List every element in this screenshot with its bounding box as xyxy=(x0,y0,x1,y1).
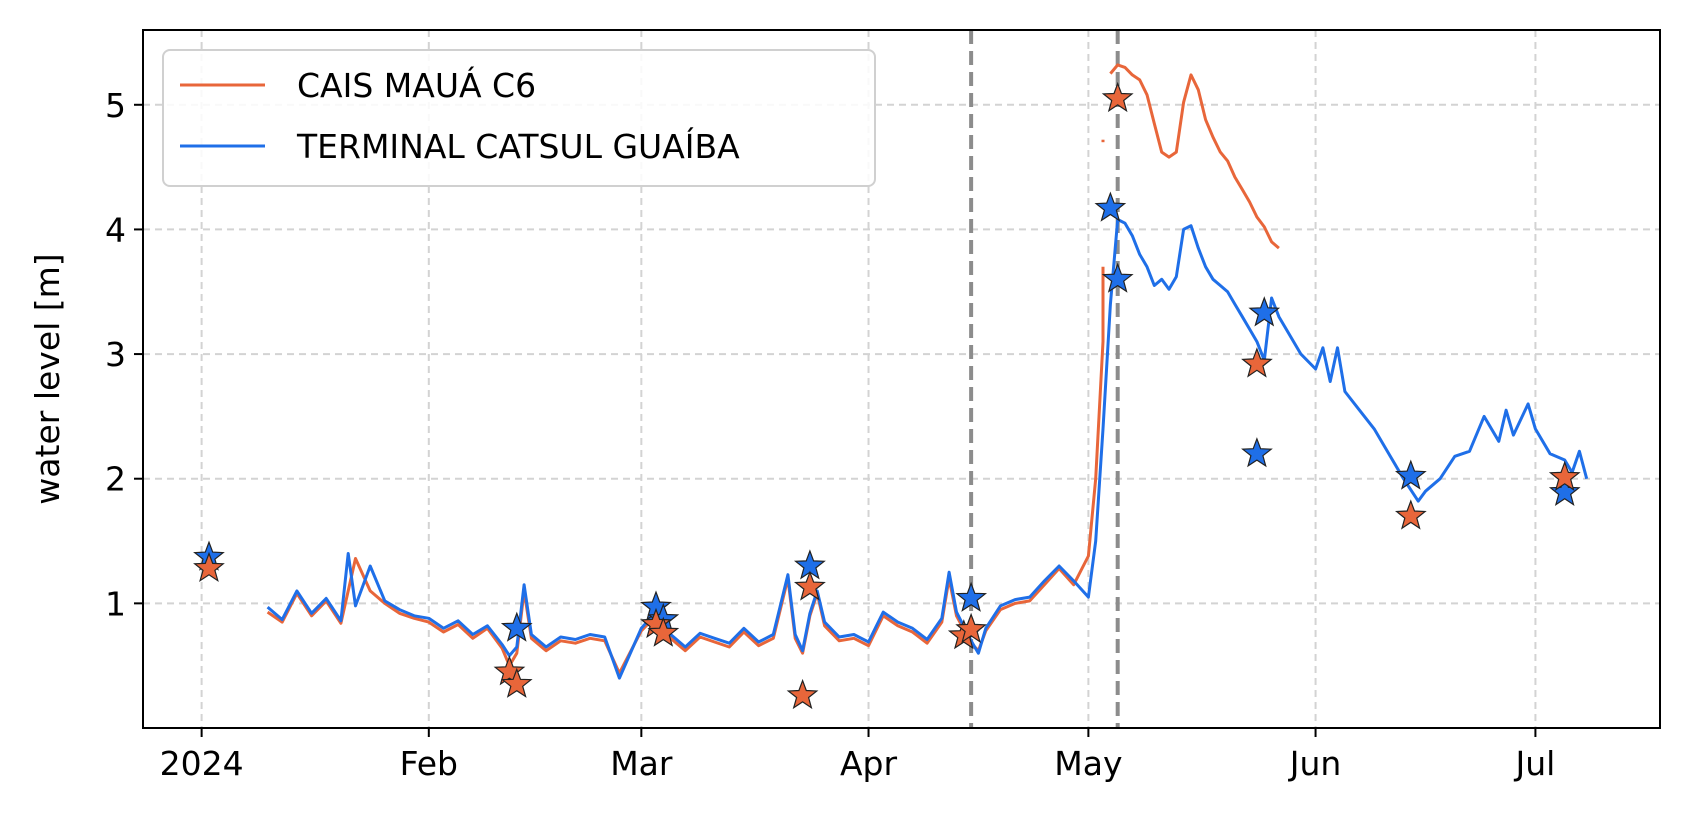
series-line xyxy=(1109,63,1280,250)
x-tick-label: Jul xyxy=(1514,744,1556,783)
star-marker xyxy=(1241,437,1273,468)
star-marker xyxy=(793,570,826,601)
legend-label: TERMINAL CATSUL GUAÍBA xyxy=(296,126,740,166)
star-marker xyxy=(1248,296,1281,327)
x-tick-label: Apr xyxy=(840,744,898,783)
y-tick-label: 4 xyxy=(105,210,126,249)
legend-box xyxy=(162,49,876,187)
star-marker xyxy=(1094,191,1127,222)
legend: CAIS MAUÁ C6 TERMINAL CATSUL GUAÍBA xyxy=(162,49,876,187)
series-line xyxy=(266,218,1589,680)
star-marker xyxy=(493,655,526,686)
star-marker xyxy=(1394,499,1427,530)
star-marker xyxy=(1101,262,1134,293)
series-group xyxy=(266,63,1589,680)
star-marker xyxy=(786,678,819,710)
x-tick-label: Feb xyxy=(400,744,458,783)
x-tick-label: Mar xyxy=(610,744,673,783)
star-marker xyxy=(1101,81,1134,113)
y-tick-label: 3 xyxy=(105,335,126,374)
star-markers xyxy=(193,81,1581,710)
star-marker xyxy=(647,616,680,647)
star-marker xyxy=(193,551,225,582)
plot-frame xyxy=(142,29,1661,729)
y-tick-label: 1 xyxy=(105,584,126,623)
y-axis-label: water level [m] xyxy=(28,253,67,504)
star-marker xyxy=(955,581,988,612)
legend-label: CAIS MAUÁ C6 xyxy=(297,65,536,105)
x-tick-label: 2024 xyxy=(160,744,244,783)
star-marker xyxy=(1548,460,1581,491)
star-marker xyxy=(1548,475,1581,506)
y-tick-label: 5 xyxy=(105,86,126,125)
x-tick-label: Jun xyxy=(1288,744,1342,783)
star-marker xyxy=(1241,347,1273,378)
star-marker xyxy=(500,667,533,698)
star-marker xyxy=(955,612,988,644)
star-marker xyxy=(1394,459,1427,490)
star-marker xyxy=(500,611,533,642)
x-tick-label: May xyxy=(1054,744,1122,783)
y-tick-label: 2 xyxy=(105,460,126,499)
series-line xyxy=(266,266,1105,675)
